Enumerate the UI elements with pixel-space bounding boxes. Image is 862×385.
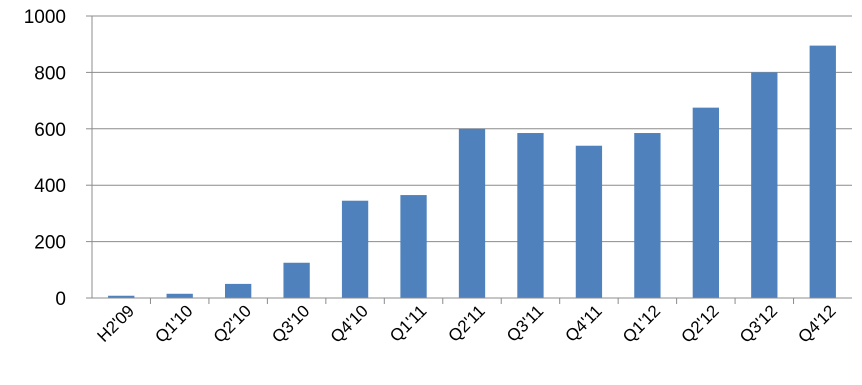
x-tick-label: Q3'12 bbox=[736, 301, 781, 346]
y-tick-label: 800 bbox=[34, 63, 66, 84]
x-tick-label: Q1'11 bbox=[386, 301, 430, 345]
y-tick-label: 400 bbox=[34, 176, 66, 197]
x-tick-label: Q1'10 bbox=[151, 301, 196, 346]
x-tick-label: Q3'10 bbox=[268, 301, 313, 346]
bar bbox=[517, 133, 544, 298]
y-tick-labels: 0 200 400 600 800 1000 bbox=[24, 7, 66, 310]
x-tick-label: Q4'11 bbox=[562, 301, 606, 345]
bar bbox=[166, 293, 193, 298]
bar bbox=[225, 283, 252, 298]
x-tick-label: Q2'12 bbox=[678, 301, 723, 346]
y-tick-label: 0 bbox=[55, 289, 66, 310]
x-tick-label: Q4'12 bbox=[794, 301, 839, 346]
x-tick-label: Q3'11 bbox=[503, 301, 547, 345]
bar bbox=[692, 107, 719, 299]
bar bbox=[341, 200, 369, 298]
x-tick-label: Q1'12 bbox=[619, 301, 664, 346]
bar bbox=[108, 295, 135, 298]
x-tick-label: Q4'10 bbox=[327, 301, 372, 346]
x-tick-label: Q2'11 bbox=[445, 301, 489, 345]
bar bbox=[751, 72, 778, 299]
bars bbox=[108, 45, 836, 299]
x-tick-label: H2'09 bbox=[94, 301, 138, 345]
bar bbox=[283, 262, 310, 298]
bar bbox=[809, 45, 836, 298]
bar bbox=[575, 145, 603, 298]
bar bbox=[634, 133, 661, 298]
y-tick-label: 200 bbox=[34, 233, 66, 254]
bar bbox=[400, 195, 427, 298]
bar bbox=[458, 128, 486, 298]
y-tick-label: 600 bbox=[34, 120, 66, 141]
x-tick-label: Q2'10 bbox=[210, 301, 255, 346]
x-tick-labels: H2'09 Q1'10 Q2'10 Q3'10 Q4'10 Q1'11 Q2'11 Q3'11… bbox=[94, 301, 840, 346]
y-tick-label: 1000 bbox=[24, 7, 66, 28]
axes bbox=[86, 15, 852, 304]
